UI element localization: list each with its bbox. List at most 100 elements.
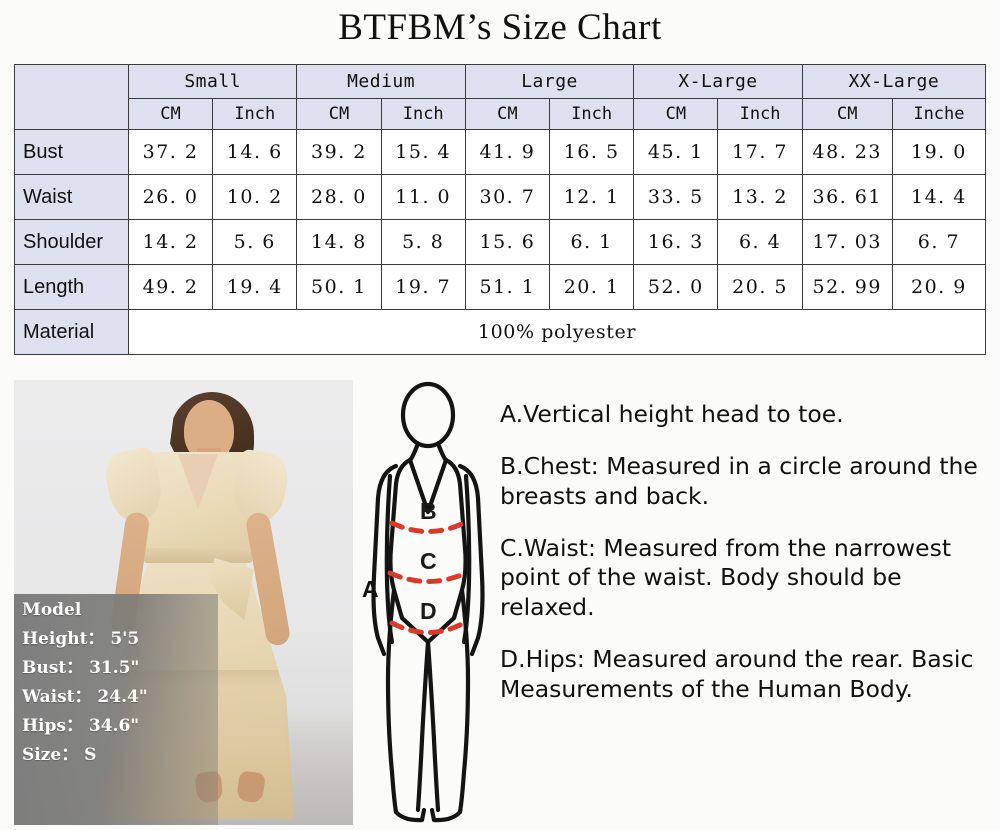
measure-line-hips — [389, 620, 467, 635]
diagram-label-a: A — [362, 576, 379, 602]
diagram-foot-right — [429, 807, 463, 823]
cell-shoulder-xxlarge-inch: 6. 7 — [891, 219, 987, 265]
table-corner-cell — [14, 64, 129, 130]
table-row: Length 49. 2 19. 4 50. 1 19. 7 51. 1 20.… — [14, 264, 987, 310]
size-group-header-xx-large: XX-Large — [801, 64, 987, 99]
table-header-row-sizes: Small Medium Large X-Large XX-Large — [14, 64, 987, 130]
cell-bust-medium-cm: 39. 2 — [296, 129, 382, 175]
row-label-material: Material — [14, 309, 129, 355]
diagram-neck-right — [436, 443, 448, 462]
cell-length-xlarge-cm: 52. 0 — [633, 264, 719, 310]
diagram-arm-right-outer — [457, 463, 485, 657]
cell-waist-medium-cm: 28. 0 — [296, 174, 382, 220]
cell-waist-small-cm: 26. 0 — [127, 174, 214, 220]
cell-length-medium-inch: 19. 7 — [380, 264, 466, 310]
diagram-torso-left — [388, 457, 413, 621]
model-info-bust: Bust： 31.5" — [22, 658, 140, 678]
cell-shoulder-xlarge-cm: 16. 3 — [633, 219, 719, 265]
lower-section: Model Height： 5'5 Bust： 31.5" Waist： 24.… — [0, 378, 1000, 825]
size-chart-table: Small Medium Large X-Large XX-Large CM I… — [14, 64, 987, 355]
cell-bust-xlarge-inch: 17. 7 — [717, 129, 803, 175]
cell-bust-small-cm: 37. 2 — [127, 129, 214, 175]
model-info-heading: Model — [22, 600, 82, 620]
cell-bust-large-inch: 16. 5 — [549, 129, 635, 175]
page-title: BTFBM’s Size Chart — [338, 7, 662, 48]
instruction-item-c: C.Waist: Measured from the narrowest poi… — [500, 533, 952, 622]
unit-header-medium-inch: Inch — [380, 98, 466, 130]
size-chart-table-container: Small Medium Large X-Large XX-Large CM I… — [14, 64, 987, 355]
cell-bust-small-inch: 14. 6 — [212, 129, 298, 175]
cell-bust-medium-inch: 15. 4 — [380, 129, 466, 175]
diagram-label-d: D — [420, 598, 437, 624]
unit-header-xxlarge-inch: Inche — [891, 98, 987, 130]
cell-shoulder-small-cm: 14. 2 — [127, 219, 214, 265]
diagram-label-c: C — [420, 548, 437, 574]
cell-waist-medium-inch: 11. 0 — [380, 174, 466, 220]
diagram-label-b: B — [420, 498, 437, 524]
unit-header-xxlarge-cm: CM — [801, 98, 893, 130]
cell-length-large-inch: 20. 1 — [549, 264, 635, 310]
instruction-item-d: D.Hips: Measured around the rear. Basic … — [500, 645, 974, 703]
size-group-header-x-large: X-Large — [633, 64, 803, 99]
cell-waist-xlarge-cm: 33. 5 — [633, 174, 719, 220]
cell-length-medium-cm: 50. 1 — [296, 264, 382, 310]
size-group-header-small: Small — [127, 64, 298, 99]
cell-length-xxlarge-inch: 20. 9 — [891, 264, 987, 310]
cell-bust-xxlarge-cm: 48. 23 — [801, 129, 893, 175]
dress-waist-belt — [144, 548, 252, 563]
cell-length-xxlarge-cm: 52. 99 — [801, 264, 893, 310]
diagram-head — [400, 381, 456, 449]
measurement-instructions: A.Vertical height head to toe. B.Chest: … — [500, 400, 980, 727]
diagram-neckline-v — [407, 457, 449, 515]
table-row: Shoulder 14. 2 5. 6 14. 8 5. 8 15. 6 6. … — [14, 219, 987, 265]
cell-bust-xlarge-cm: 45. 1 — [633, 129, 719, 175]
cell-material-value: 100% polyester — [127, 309, 987, 355]
cell-length-xlarge-inch: 20. 5 — [717, 264, 803, 310]
cell-shoulder-large-inch: 6. 1 — [549, 219, 635, 265]
cell-waist-small-inch: 10. 2 — [212, 174, 298, 220]
unit-header-medium-cm: CM — [296, 98, 382, 130]
unit-header-small-inch: Inch — [212, 98, 298, 130]
table-row: Bust 37. 2 14. 6 39. 2 15. 4 41. 9 16. 5… — [14, 129, 987, 175]
unit-header-large-inch: Inch — [549, 98, 635, 130]
measurement-lines — [387, 520, 469, 635]
cell-shoulder-medium-inch: 5. 8 — [380, 219, 466, 265]
diagram-foot-left — [393, 807, 427, 823]
size-group-header-large: Large — [464, 64, 635, 99]
unit-header-xlarge-inch: Inch — [717, 98, 803, 130]
cell-length-small-inch: 19. 4 — [212, 264, 298, 310]
instruction-item-a: A.Vertical height head to toe. — [500, 400, 844, 428]
model-info-overlay: Model Height： 5'5 Bust： 31.5" Waist： 24.… — [14, 594, 218, 825]
diagram-torso-right — [443, 457, 468, 621]
model-info-waist: Waist： 24.4" — [22, 687, 148, 707]
cell-shoulder-xxlarge-cm: 17. 03 — [801, 219, 893, 265]
cell-bust-large-cm: 41. 9 — [464, 129, 551, 175]
unit-header-large-cm: CM — [464, 98, 551, 130]
measure-line-waist — [387, 570, 469, 584]
unit-header-xlarge-cm: CM — [633, 98, 719, 130]
instruction-item-b: B.Chest: Measured in a circle around the… — [500, 451, 978, 510]
diagram-leg-left-inner — [415, 639, 431, 813]
row-label-shoulder: Shoulder — [14, 219, 129, 265]
model-info-hips: Hips： 34.6" — [22, 716, 140, 736]
diagram-leg-right-outer — [457, 587, 471, 815]
cell-waist-xxlarge-cm: 36. 61 — [801, 174, 893, 220]
model-info-height: Height： 5'5 — [22, 629, 140, 649]
cell-waist-large-cm: 30. 7 — [464, 174, 551, 220]
cell-shoulder-xlarge-inch: 6. 4 — [717, 219, 803, 265]
diagram-leg-right-inner — [425, 639, 441, 813]
diagram-arm-left-outer — [371, 463, 399, 657]
cell-shoulder-small-inch: 5. 6 — [212, 219, 298, 265]
body-outline-svg — [371, 381, 485, 823]
row-label-waist: Waist — [14, 174, 129, 220]
body-measurement-diagram: B C D A — [358, 380, 498, 825]
cell-bust-xxlarge-inch: 19. 0 — [891, 129, 987, 175]
diagram-neck-left — [408, 443, 420, 462]
unit-header-small-cm: CM — [127, 98, 214, 130]
cell-waist-xlarge-inch: 13. 2 — [717, 174, 803, 220]
cell-waist-large-inch: 12. 1 — [549, 174, 635, 220]
cell-length-large-cm: 51. 1 — [464, 264, 551, 310]
cell-length-small-cm: 49. 2 — [127, 264, 214, 310]
model-info-size: Size： S — [22, 745, 97, 765]
cell-shoulder-medium-cm: 14. 8 — [296, 219, 382, 265]
